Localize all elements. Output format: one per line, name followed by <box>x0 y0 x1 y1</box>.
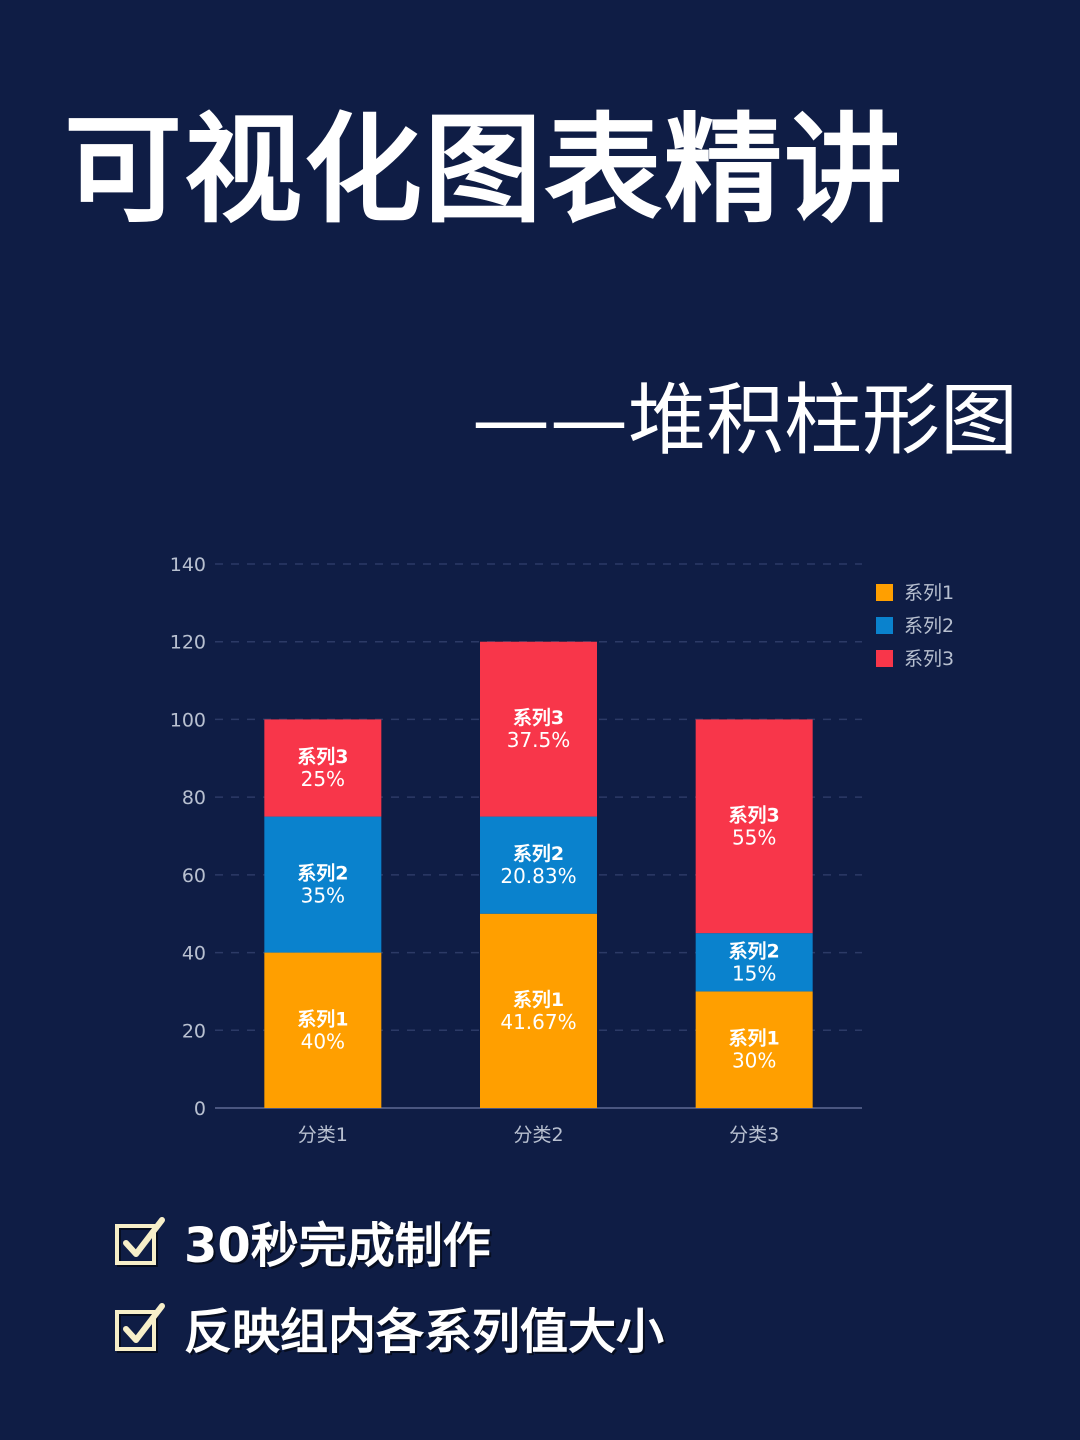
bar-segment <box>480 641 597 817</box>
bar-segment <box>695 991 813 1108</box>
page-subtitle: ——堆积柱形图 <box>471 376 1018 466</box>
data-label-value: 15% <box>732 961 776 985</box>
data-label-value: 37.5% <box>507 728 571 752</box>
y-tick-label: 40 <box>182 943 206 965</box>
feature-list: 30秒完成制作 反映组内各系列值大小 <box>112 1198 1012 1370</box>
checkbox-checked-icon <box>115 1303 165 1353</box>
data-label-value: 35% <box>301 884 345 908</box>
data-label-series: 系列3 <box>513 707 564 729</box>
x-tick-label: 分类2 <box>513 1124 563 1146</box>
bar-segment <box>264 952 382 1108</box>
legend-swatch <box>876 650 893 667</box>
data-label-series: 系列1 <box>729 1028 780 1050</box>
stacked-bar-chart: 020406080100120140系列140%系列235%系列325%分类1系… <box>170 554 954 1146</box>
bar-segment <box>480 913 597 1108</box>
bar-segment <box>264 816 382 953</box>
data-label-value: 25% <box>301 767 345 791</box>
data-label-series: 系列2 <box>297 863 348 885</box>
bar-segment <box>695 933 813 992</box>
data-label-value: 41.67% <box>500 1010 576 1034</box>
legend-swatch <box>876 617 893 634</box>
legend-label: 系列2 <box>904 615 954 637</box>
feature-item: 反映组内各系列值大小 <box>112 1284 1012 1370</box>
y-tick-label: 80 <box>182 787 206 809</box>
legend-label: 系列3 <box>904 648 954 670</box>
legend-label: 系列1 <box>904 582 954 604</box>
data-label-value: 20.83% <box>500 864 576 888</box>
bar-segment <box>695 719 813 934</box>
bar-segment <box>264 719 382 817</box>
data-label-series: 系列3 <box>729 804 780 826</box>
data-label-series: 系列2 <box>729 940 780 962</box>
page-title: 可视化图表精讲 <box>64 101 905 239</box>
checkbox-checked-icon <box>115 1217 165 1267</box>
data-label-series: 系列1 <box>513 989 564 1011</box>
y-tick-label: 120 <box>170 632 206 654</box>
feature-text: 30秒完成制作 <box>184 1218 491 1274</box>
y-tick-label: 100 <box>170 709 206 731</box>
data-label-value: 55% <box>732 825 776 849</box>
x-tick-label: 分类1 <box>298 1124 348 1146</box>
data-label-series: 系列1 <box>297 1008 348 1030</box>
legend-swatch <box>876 584 893 601</box>
bar-segment <box>480 816 597 914</box>
feature-item: 30秒完成制作 <box>112 1198 1012 1284</box>
y-tick-label: 20 <box>182 1020 206 1042</box>
y-tick-label: 60 <box>182 865 206 887</box>
x-tick-label: 分类3 <box>729 1124 779 1146</box>
data-label-series: 系列2 <box>513 843 564 865</box>
y-tick-label: 140 <box>170 554 206 576</box>
feature-text: 反映组内各系列值大小 <box>184 1304 665 1360</box>
data-label-series: 系列3 <box>297 746 348 768</box>
y-tick-label: 0 <box>194 1098 206 1120</box>
data-label-value: 40% <box>301 1029 345 1053</box>
data-label-value: 30% <box>732 1049 776 1073</box>
